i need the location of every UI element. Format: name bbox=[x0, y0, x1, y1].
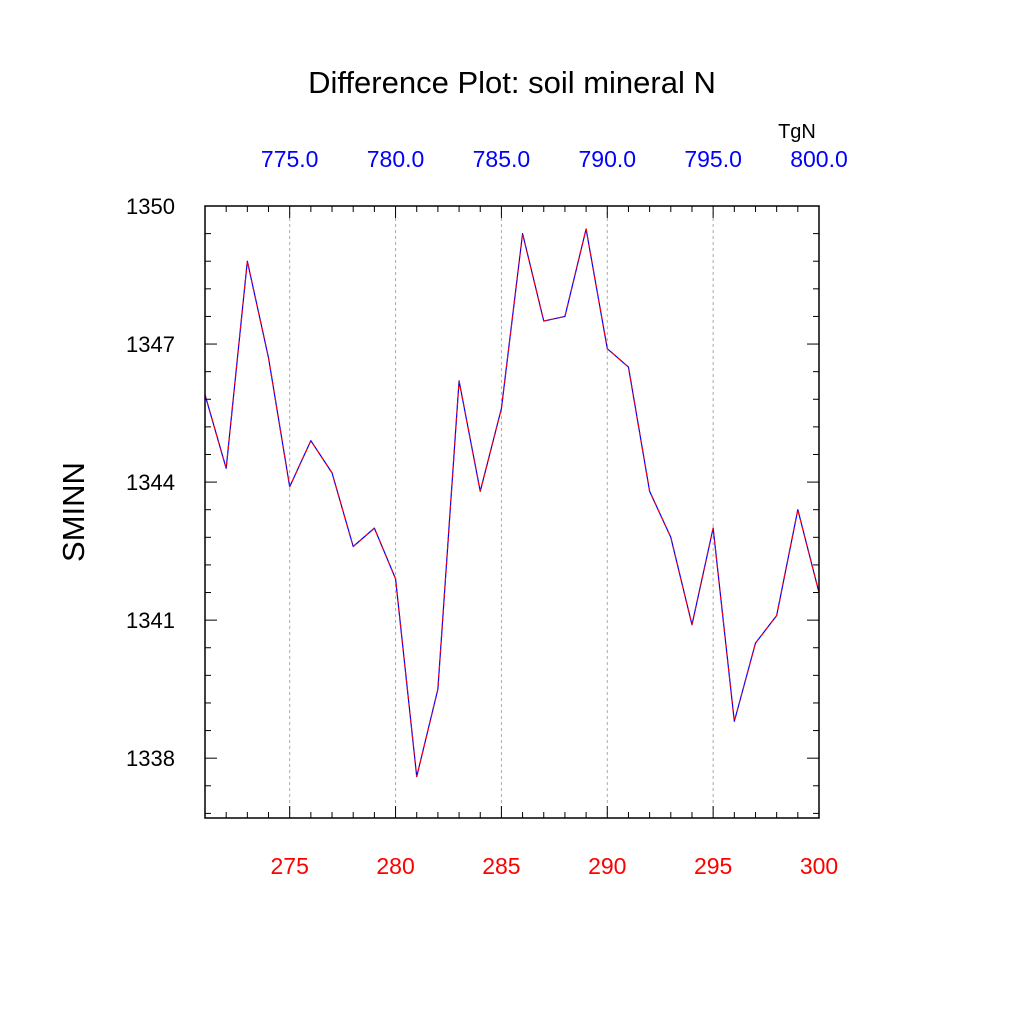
tick-labels: 275 280 285 290 295 300 775.0 780.0 785.0 790.0 79… bbox=[126, 146, 848, 879]
chart-title: Difference Plot: soil mineral N bbox=[308, 65, 716, 100]
grid-lines bbox=[289, 206, 714, 818]
y-tick-label-0: 1338 bbox=[126, 746, 175, 771]
axis-ticks bbox=[204, 205, 820, 818]
x-tick-label-4: 295 bbox=[694, 853, 732, 879]
top-tick-label-4: 795.0 bbox=[684, 146, 742, 172]
series-line-dash-0 bbox=[204, 228, 820, 778]
top-tick-label-5: 800.0 bbox=[790, 146, 848, 172]
y-axis-label: SMINN bbox=[56, 462, 91, 562]
top-tick-label-2: 785.0 bbox=[473, 146, 531, 172]
series-lines bbox=[204, 228, 820, 778]
y-tick-label-1: 1341 bbox=[126, 608, 175, 633]
top-tick-label-1: 780.0 bbox=[367, 146, 425, 172]
x-tick-label-1: 280 bbox=[376, 853, 414, 879]
x-tick-label-0: 275 bbox=[271, 853, 309, 879]
x-tick-label-3: 290 bbox=[588, 853, 626, 879]
series-line-0 bbox=[204, 228, 820, 778]
y-tick-label-4: 1350 bbox=[126, 194, 175, 219]
plot-frame bbox=[204, 205, 820, 819]
top-tick-label-3: 790.0 bbox=[578, 146, 636, 172]
x-tick-label-5: 300 bbox=[800, 853, 838, 879]
top-axis-unit: TgN bbox=[778, 121, 816, 143]
y-tick-label-2: 1344 bbox=[126, 470, 175, 495]
x-tick-label-2: 285 bbox=[482, 853, 520, 879]
top-tick-label-0: 775.0 bbox=[261, 146, 319, 172]
y-tick-label-3: 1347 bbox=[126, 332, 175, 357]
